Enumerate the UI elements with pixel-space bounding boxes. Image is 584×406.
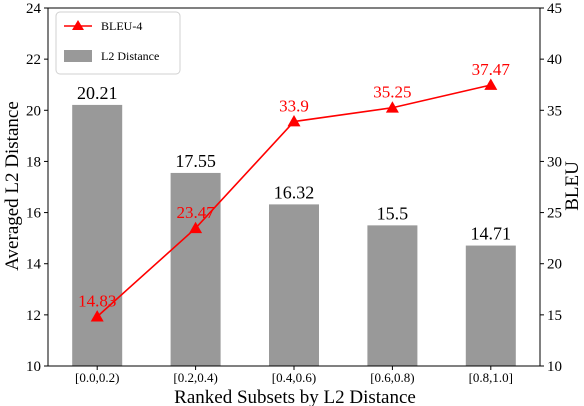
bars: 20.21 17.55 16.32 15.5 14.71 — [72, 83, 516, 366]
bleu-point-marker — [90, 310, 104, 322]
y-right-tick-label: 35 — [547, 103, 562, 119]
axes: 10 12 14 16 18 20 22 24 10 15 20 25 30 35 40 45 [0.0,0.2… — [26, 1, 562, 385]
y-axis-title-left: Averaged L2 Distance — [2, 101, 23, 271]
y-right-tick-label: 10 — [547, 359, 562, 375]
bleu-value-label: 23.47 — [176, 203, 215, 222]
x-tick-label: [0.8,1.0] — [469, 370, 513, 385]
y-left-tick-label: 14 — [26, 257, 42, 273]
y-right-tick-label: 40 — [547, 52, 562, 68]
y-right-tick-label: 15 — [547, 308, 562, 324]
legend-label-l2: L2 Distance — [101, 49, 159, 63]
bleu-point-marker — [287, 115, 301, 127]
bar — [269, 204, 319, 366]
y-left-tick-label: 10 — [26, 359, 41, 375]
legend-label-bleu: BLEU-4 — [101, 19, 142, 33]
y-left-tick-label: 22 — [26, 52, 41, 68]
bleu-line-layer: 14.83 23.47 33.9 35.25 37.47 — [78, 60, 511, 322]
y-left-tick-label: 12 — [26, 308, 41, 324]
bleu-point-marker — [189, 221, 203, 234]
bar — [170, 172, 221, 366]
y-left-tick-label: 20 — [26, 103, 41, 119]
x-tick-label: [0.0,0.2) — [75, 370, 119, 385]
legend-triangle-icon — [72, 20, 84, 30]
bar-value-label: 15.5 — [377, 203, 409, 223]
y-left-tick-label: 18 — [26, 154, 41, 170]
bleu-value-label: 33.9 — [279, 97, 309, 116]
bar — [465, 245, 516, 366]
bar-value-label: 17.55 — [175, 151, 216, 171]
bleu-value-label: 37.47 — [472, 60, 511, 79]
legend-bar-swatch — [64, 50, 92, 62]
y-left-tick-label: 16 — [26, 206, 42, 222]
bleu-value-label: 14.83 — [78, 292, 116, 311]
bar — [72, 104, 123, 366]
x-tick-label: [0.6,0.8) — [370, 370, 414, 385]
bleu-point-marker — [385, 101, 399, 113]
bar-value-label: 20.21 — [77, 83, 118, 103]
bar-value-label: 14.71 — [471, 224, 512, 244]
x-tick-label: [0.2,0.4) — [173, 370, 217, 385]
y-right-tick-label: 30 — [547, 154, 562, 170]
legend: BLEU-4 L2 Distance — [55, 11, 181, 75]
x-axis-title: Ranked Subsets by L2 Distance — [174, 387, 416, 406]
x-tick-label: [0.4,0.6) — [272, 370, 316, 385]
bleu-point-marker — [484, 78, 498, 90]
y-right-tick-label: 20 — [547, 257, 562, 273]
y-right-tick-label: 45 — [547, 1, 562, 17]
bar-value-label: 16.32 — [274, 182, 315, 202]
y-right-tick-label: 25 — [547, 206, 562, 222]
y-left-tick-label: 24 — [26, 1, 42, 17]
bar — [367, 225, 418, 366]
bleu-value-label: 35.25 — [373, 83, 411, 102]
y-axis-title-right: BLEU — [562, 161, 583, 211]
